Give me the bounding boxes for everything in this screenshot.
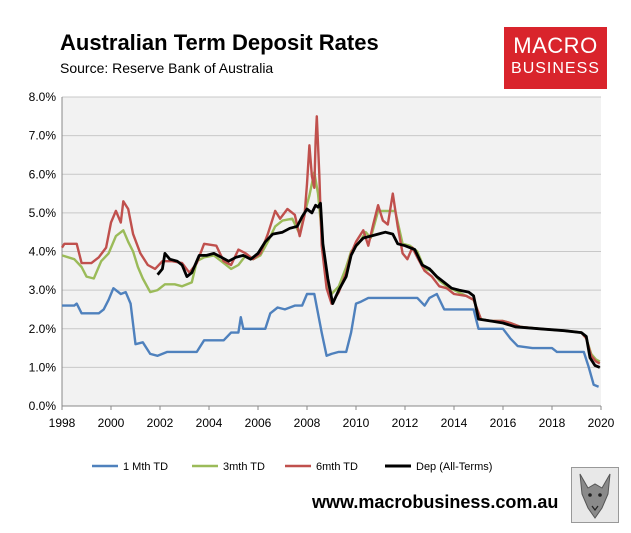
x-tick-label: 2008 [294, 416, 321, 430]
y-tick-label: 6.0% [29, 167, 57, 181]
series-line-1 [62, 287, 600, 388]
x-tick-label: 2006 [245, 416, 272, 430]
legend-label: 1 Mth TD [123, 461, 168, 473]
x-tick-label: 2000 [98, 416, 125, 430]
x-tick-label: 2004 [196, 416, 223, 430]
series-line-3 [60, 115, 601, 365]
y-tick-label: 0.0% [29, 399, 57, 413]
y-tick-label: 3.0% [29, 283, 57, 297]
y-tick-label: 8.0% [29, 90, 57, 104]
legend-label: 3mth TD [223, 461, 265, 473]
x-tick-label: 2012 [392, 416, 419, 430]
legend-label: 6mth TD [316, 461, 358, 473]
chart-title: Australian Term Deposit Rates [60, 30, 379, 55]
logo-line-1: MACRO [513, 33, 598, 58]
x-tick-label: 2020 [588, 416, 615, 430]
x-tick-label: 2002 [147, 416, 174, 430]
y-tick-label: 1.0% [29, 360, 57, 374]
legend-label: Dep (All-Terms) [416, 461, 492, 473]
y-tick-label: 7.0% [29, 129, 57, 143]
x-tick-label: 2018 [539, 416, 566, 430]
wolf-logo-icon [571, 467, 619, 523]
series-line-4 [156, 201, 601, 369]
x-tick-label: 2016 [490, 416, 517, 430]
x-tick-label: 2010 [343, 416, 370, 430]
footer-url: www.macrobusiness.com.au [312, 492, 559, 512]
logo-line-2: BUSINESS [511, 60, 600, 77]
y-tick-label: 5.0% [29, 206, 57, 220]
y-tick-label: 2.0% [29, 322, 57, 336]
macrobusiness-logo: MACRO BUSINESS [504, 27, 607, 89]
x-tick-label: 1998 [49, 416, 76, 430]
y-tick-label: 4.0% [29, 245, 57, 259]
chart-subtitle: Source: Reserve Bank of Australia [60, 60, 274, 76]
x-tick-label: 2014 [441, 416, 468, 430]
